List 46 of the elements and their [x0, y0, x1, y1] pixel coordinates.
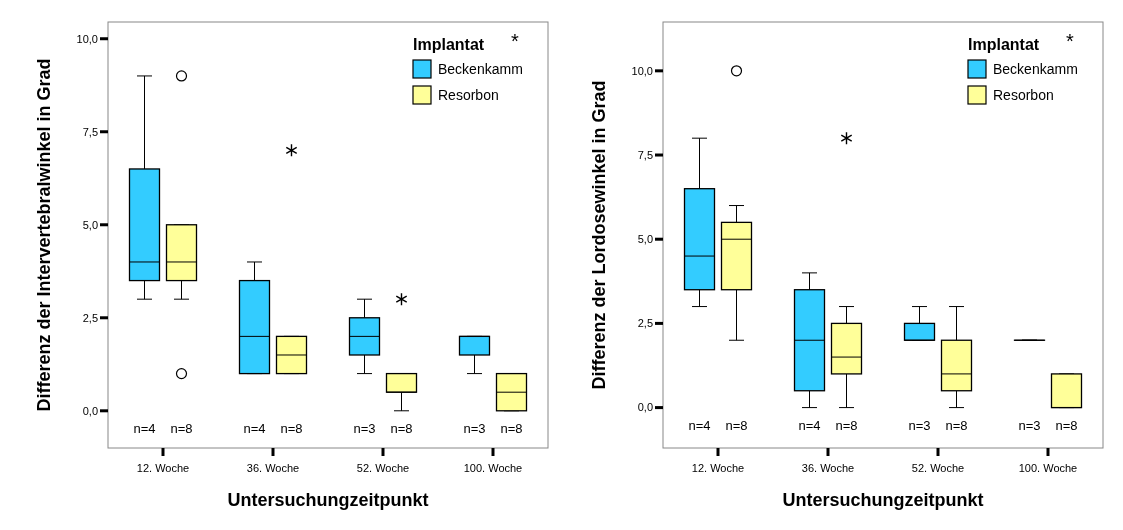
y-tick-label: 7,5 [82, 125, 98, 138]
y-tick-label: 2,5 [82, 311, 98, 324]
annotation: * [511, 30, 519, 52]
x-tick-label: 52. Woche [356, 462, 410, 474]
annotation: n=3 [353, 420, 376, 436]
y-tick-label: 7,5 [637, 148, 653, 161]
annotation: n=3 [1018, 417, 1041, 433]
x-tick-label: 12. Woche [136, 462, 190, 474]
annotation: n=3 [463, 420, 486, 436]
annotation: n=3 [908, 417, 931, 433]
x-tick-label: 100. Woche [463, 462, 523, 474]
annotation: n=8 [170, 420, 193, 436]
x-axis-title: Untersuchungzeitpunkt [227, 490, 429, 510]
annotation: n=8 [1055, 417, 1078, 433]
y-tick-label: 10,0 [631, 64, 653, 77]
legend-title: Implantat [968, 36, 1040, 53]
annotation: n=8 [280, 420, 303, 436]
x-axis-title: Untersuchungzeitpunkt [782, 490, 984, 510]
annotation: n=4 [133, 420, 156, 436]
annotation: n=8 [725, 417, 748, 433]
y-tick-label: 5,0 [637, 233, 653, 246]
y-tick-label: 0,0 [637, 401, 653, 414]
x-tick-label: 36. Woche [246, 462, 300, 474]
legend-label: Beckenkamm [993, 60, 1078, 77]
y-tick-label: 10,0 [76, 32, 98, 45]
legend-label: Resorbon [438, 86, 499, 103]
y-tick-label: 2,5 [637, 317, 653, 330]
y-axis-title: Differenz der Intervertebralwinkel in Grad [34, 58, 54, 412]
annotation: n=8 [945, 417, 968, 433]
legend-title: Implantat [413, 36, 485, 53]
y-axis-title: Differenz der Lordosewinkel in Grad [589, 80, 609, 390]
x-tick-label: 52. Woche [911, 462, 965, 474]
x-tick-label: 100. Woche [1018, 462, 1078, 474]
y-tick-label: 5,0 [82, 218, 98, 231]
annotation: n=4 [798, 417, 821, 433]
annotation: n=8 [835, 417, 858, 433]
x-tick-label: 12. Woche [691, 462, 745, 474]
legend-label: Resorbon [993, 86, 1054, 103]
annotation: n=4 [243, 420, 266, 436]
legend-label: Beckenkamm [438, 60, 523, 77]
annotation: n=8 [500, 420, 523, 436]
annotation: n=8 [390, 420, 413, 436]
annotation: n=4 [688, 417, 711, 433]
annotation: * [1066, 30, 1074, 52]
y-tick-label: 0,0 [82, 404, 98, 417]
x-tick-label: 36. Woche [801, 462, 855, 474]
